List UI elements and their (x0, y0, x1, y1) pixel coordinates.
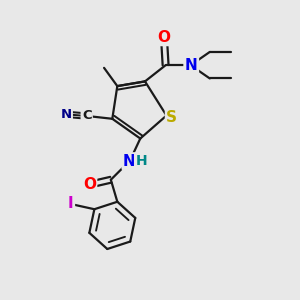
Text: S: S (166, 110, 177, 124)
Text: H: H (135, 154, 147, 168)
Text: O: O (158, 30, 171, 45)
Text: I: I (68, 196, 74, 211)
Text: O: O (83, 177, 96, 192)
Text: N: N (123, 154, 136, 169)
Text: N: N (185, 58, 198, 73)
Text: N: N (61, 108, 72, 121)
Text: C: C (82, 109, 92, 122)
